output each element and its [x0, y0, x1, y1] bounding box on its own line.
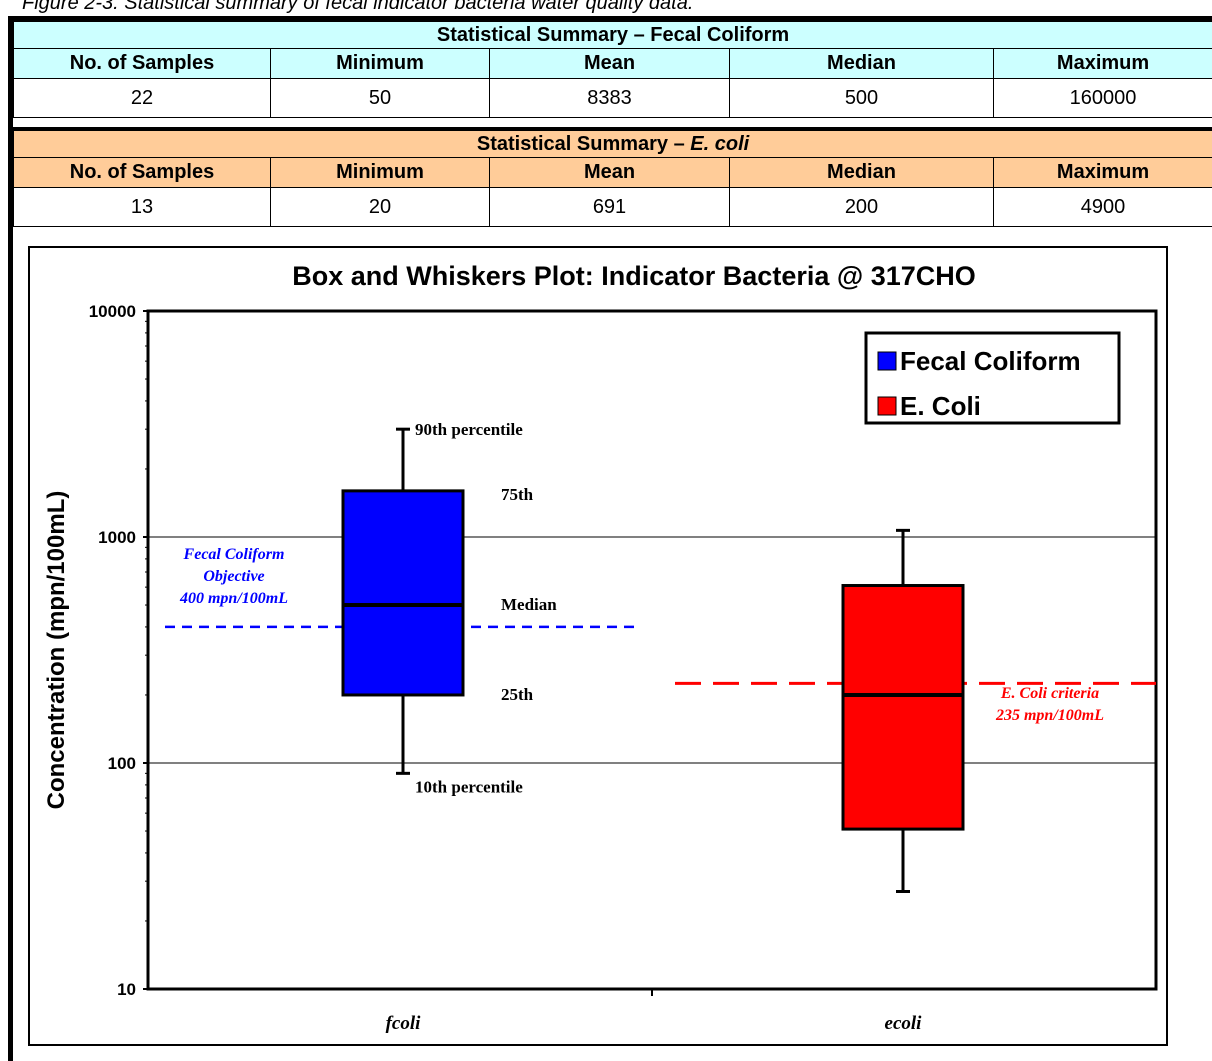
legend-label-ecoli: E. Coli [900, 391, 981, 421]
ecoli-summary-table: Statistical Summary – E. coli No. of Sam… [12, 127, 1212, 227]
ecoli-table-title: Statistical Summary – E. coli [12, 127, 1212, 158]
fecal-objective-label-2: 400 mpn/100mL [179, 590, 288, 607]
ecoli-header-minimum: Minimum [270, 157, 490, 188]
figure-frame [8, 16, 1212, 1061]
annotation-median: Median [501, 595, 557, 614]
ecoli-value-samples: 13 [13, 187, 271, 227]
figure-caption: Figure 2-3. Statistical summary of fecal… [22, 0, 694, 14]
fecal-header-mean: Mean [489, 48, 730, 79]
y-tick-label-1000: 1000 [98, 528, 136, 547]
ecoli-criteria-label-0: E. Coli criteria [1000, 685, 1099, 702]
y-tick-label-10: 10 [117, 980, 136, 999]
ecoli-box [841, 584, 965, 831]
ecoli-title-organism: E. coli [690, 132, 750, 155]
annotation-p25: 25th [501, 685, 534, 704]
box-whisker-chart: Box and Whiskers Plot: Indicator Bacteri… [28, 246, 1168, 1046]
ecoli-header-samples: No. of Samples [13, 157, 271, 188]
annotation-p90: 90th percentile [415, 420, 523, 439]
fecal-header-maximum: Maximum [992, 48, 1212, 79]
fecal-coliform-summary-table: Statistical Summary – Fecal Coliform No.… [12, 21, 1212, 118]
y-tick-label-100: 100 [108, 754, 136, 773]
ecoli-criteria-label-1: 235 mpn/100mL [995, 707, 1104, 724]
annotation-p75: 75th [501, 485, 534, 504]
legend-label-fcoli: Fecal Coliform [900, 346, 1081, 376]
x-tick-label-ecoli: ecoli [885, 1013, 923, 1034]
chart-title: Box and Whiskers Plot: Indicator Bacteri… [292, 261, 976, 291]
fecal-header-samples: No. of Samples [13, 48, 271, 79]
fecal-value-median: 500 [729, 78, 994, 118]
fecal-objective-label-0: Fecal Coliform [183, 546, 285, 563]
annotation-p10: 10th percentile [415, 777, 523, 796]
fecal-value-samples: 22 [13, 78, 271, 118]
fecal-value-mean: 8383 [489, 78, 730, 118]
ecoli-value-mean: 691 [489, 187, 730, 227]
fecal-header-median: Median [729, 48, 994, 79]
legend-swatch-fcoli [877, 351, 897, 371]
ecoli-value-maximum: 4900 [992, 187, 1212, 227]
y-tick-label-10000: 10000 [89, 302, 136, 321]
ecoli-header-maximum: Maximum [992, 157, 1212, 188]
legend-swatch-ecoli [877, 396, 897, 416]
ecoli-header-mean: Mean [489, 157, 730, 188]
fecal-table-title: Statistical Summary – Fecal Coliform [12, 21, 1212, 49]
ecoli-value-minimum: 20 [270, 187, 490, 227]
fecal-value-minimum: 50 [270, 78, 490, 118]
chart-canvas: Box and Whiskers Plot: Indicator Bacteri… [43, 261, 1158, 1034]
ecoli-title-prefix: Statistical Summary – [476, 132, 691, 155]
fcoli-box [341, 489, 465, 697]
legend [864, 331, 1121, 425]
ecoli-value-median: 200 [729, 187, 994, 227]
fecal-value-maximum: 160000 [992, 78, 1212, 118]
fecal-header-minimum: Minimum [270, 48, 490, 79]
x-tick-label-fcoli: fcoli [386, 1013, 422, 1034]
ecoli-header-median: Median [729, 157, 994, 188]
fecal-objective-label-1: Objective [203, 568, 264, 585]
y-axis-label: Concentration (mpn/100mL) [43, 491, 70, 810]
